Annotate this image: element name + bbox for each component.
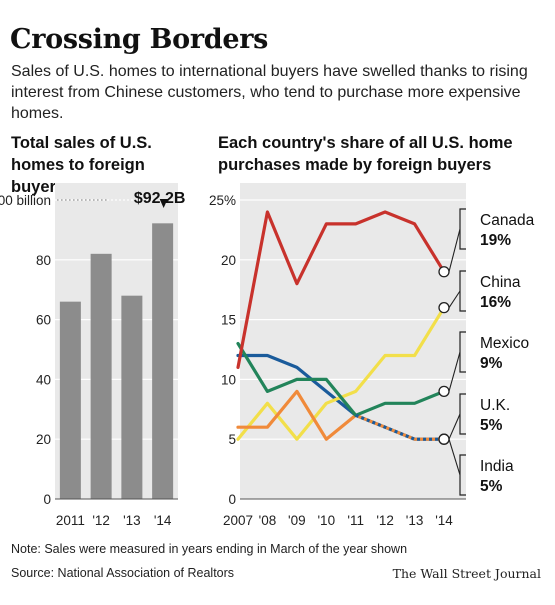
bar-2011 xyxy=(59,301,81,499)
legend-name-canada: Canada xyxy=(480,212,535,229)
line-chart: 0 5 10 15 20 25% 2007 '08 '09 '10 '11 '12 '13 '14 xyxy=(209,183,466,528)
line-x-tick-label: '09 xyxy=(288,513,306,528)
line-x-tick-label: '08 xyxy=(259,513,277,528)
legend-name-india: India xyxy=(480,458,514,475)
legend-value-uk: 5% xyxy=(480,417,503,434)
bar-chart: 0 20 40 60 80 $100 billion 2011 '12 '13 '14 $92.2B xyxy=(0,183,185,528)
series-line-mexico xyxy=(236,341,446,417)
bar-y-tick-label: 20 xyxy=(36,432,51,447)
line-x-tick-label: '13 xyxy=(406,513,424,528)
end-marker-mexico xyxy=(438,385,450,398)
overlap-dash-uk-india xyxy=(355,413,444,441)
bar-x-tick-label: '12 xyxy=(92,513,110,528)
line-x-tick-label: '10 xyxy=(317,513,335,528)
bar-y-tick-label: 80 xyxy=(36,253,51,268)
line-y-tick-label: 25% xyxy=(209,193,236,208)
line-y-tick-label: 0 xyxy=(228,492,236,507)
legend-leader-canada xyxy=(448,228,461,272)
line-y-tick-label: 20 xyxy=(221,253,236,268)
chart-title: Crossing Borders xyxy=(10,24,269,55)
line-x-tick-label: 2007 xyxy=(223,513,253,528)
bar-panel-title: Total sales of U.S. homes to foreign buy… xyxy=(11,134,152,196)
legend-name-uk: U.K. xyxy=(480,397,510,414)
line-y-tick-label: 15 xyxy=(221,313,236,328)
bar-x-tick-label: 2011 xyxy=(56,513,85,528)
legend-name-china: China xyxy=(480,274,521,291)
bar-y-tick-label: 40 xyxy=(36,372,51,387)
end-marker-china xyxy=(438,301,450,314)
bar-x-tick-label: '13 xyxy=(123,513,141,528)
line-panel-title: Each country's share of all U.S. home pu… xyxy=(218,134,513,174)
chart-subtitle: Sales of U.S. homes to international buy… xyxy=(11,63,528,122)
bar-value-annotation: $92.2B xyxy=(134,190,186,207)
line-x-tick-label: '14 xyxy=(435,513,453,528)
source-note: Source: National Association of Realtors xyxy=(11,566,235,580)
end-marker-canada xyxy=(438,266,450,278)
legend-leader-uk xyxy=(448,413,461,440)
line-y-tick-label: 5 xyxy=(228,432,236,447)
legend-value-india: 5% xyxy=(480,478,503,495)
bar-y-tick-label: 0 xyxy=(43,492,51,507)
series-line-india xyxy=(236,389,446,441)
legend-value-canada: 19% xyxy=(480,232,511,249)
line-x-tick-label: '11 xyxy=(347,513,364,528)
line-legend: Canada 19% China 16% Mexico 9% U.K. 5% India 5% xyxy=(438,208,535,496)
end-marker-india xyxy=(438,433,450,445)
bar-y-tick-label: $100 billion xyxy=(0,193,51,208)
bar-12 xyxy=(90,253,112,499)
legend-value-china: 16% xyxy=(480,294,511,311)
footnote: Note: Sales were measured in years endin… xyxy=(11,542,408,556)
legend-leader-mexico xyxy=(448,351,461,392)
bar-y-tick-label: 60 xyxy=(36,313,51,328)
annotation-pointer xyxy=(159,199,168,208)
legend-name-mexico: Mexico xyxy=(480,335,529,352)
legend-leader-india xyxy=(448,439,461,476)
bar-14 xyxy=(152,223,174,499)
series-line-canada xyxy=(236,210,446,369)
legend-value-mexico: 9% xyxy=(480,355,503,372)
line-y-tick-label: 10 xyxy=(221,372,236,387)
line-x-tick-label: '12 xyxy=(376,513,394,528)
bar-13 xyxy=(121,295,143,499)
bar-x-tick-label: '14 xyxy=(154,513,172,528)
legend-leader-china xyxy=(448,290,461,308)
publisher-credit: The Wall Street Journal xyxy=(392,566,541,581)
